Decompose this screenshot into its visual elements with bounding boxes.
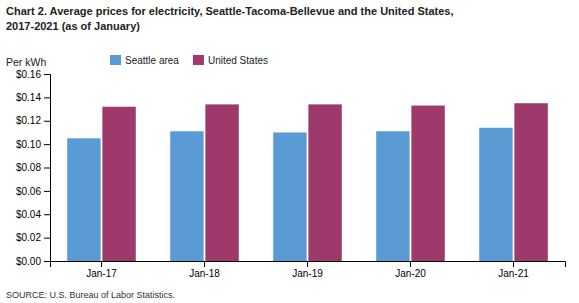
y-tick-mark [44,168,50,169]
y-tick-label: $0.14 [16,92,41,103]
x-tick: Jan-18 [189,261,220,279]
y-tick: $0.12 [16,115,50,126]
y-axis-title: Per kWh [6,56,46,68]
y-tick-mark [44,97,50,98]
legend-item: United States [193,55,268,66]
y-tick-mark [44,74,50,75]
y-tick: $0.06 [16,186,50,197]
legend-swatch [110,55,121,65]
y-tick-label: $0.02 [16,232,41,243]
x-tick-mark [307,261,308,267]
plot: $0.00 $0.02 $0.04 $0.06 $0.08 $0.10 $0.12 $0.14… [16,69,566,279]
y-tick-label: $0.08 [16,162,41,173]
y-axis: $0.00 $0.02 $0.04 $0.06 $0.08 $0.10 $0.12 $0.14… [16,69,51,267]
bar [205,104,238,261]
bar [411,106,444,261]
y-tick-mark [44,238,50,239]
y-tick: $0.00 [16,256,50,267]
x-tick-label: Jan-17 [86,268,117,279]
bar [273,132,306,261]
bar [170,131,203,261]
bar [479,128,512,261]
bar [102,107,135,261]
x-tick-mark [410,261,411,267]
y-tick-label: $0.06 [16,186,41,197]
bar [376,131,409,261]
bars [67,103,548,261]
x-tick: Jan-17 [86,261,117,279]
subtitle: 2017-2021 (as of January) [6,20,140,32]
y-tick-label: $0.12 [16,115,41,126]
x-axis-line [51,262,566,268]
legend-label: United States [208,55,268,66]
y-tick: $0.14 [16,92,50,103]
y-tick-mark [44,191,50,192]
y-tick: $0.04 [16,209,50,220]
legend-item: Seattle area [110,55,179,66]
x-tick-label: Jan-20 [395,268,426,279]
source: SOURCE: U.S. Bureau of Labor Statistics. [6,290,175,300]
x-tick-mark [513,261,514,267]
y-tick-mark [44,214,50,215]
bar [67,138,100,261]
y-tick: $0.16 [16,69,50,80]
y-tick: $0.08 [16,162,50,173]
legend-label: Seattle area [125,55,179,66]
x-tick-label: Jan-18 [189,268,220,279]
x-tick-label: Jan-19 [292,268,323,279]
x-tick-mark [204,261,205,267]
y-tick: $0.10 [16,139,50,150]
x-tick-label: Jan-21 [498,268,529,279]
title: Chart 2. Average prices for electricity,… [6,5,453,17]
legend: Seattle area United States [110,55,268,66]
y-axis-line [44,75,51,262]
y-tick-label: $0.10 [16,139,41,150]
y-tick-mark [44,144,50,145]
x-tick: Jan-20 [395,261,426,279]
y-tick: $0.02 [16,232,50,243]
y-tick-label: $0.16 [16,69,41,80]
y-tick-mark [44,261,50,262]
x-tick: Jan-19 [292,261,323,279]
y-tick-mark [44,121,50,122]
y-tick-label: $0.04 [16,209,41,220]
x-axis: Jan-17 Jan-18 Jan-19 Jan-20 Jan-21 [51,261,566,279]
bar [514,103,547,261]
x-tick: Jan-21 [498,261,529,279]
y-tick-label: $0.00 [16,256,41,267]
x-tick-mark [101,261,102,267]
legend-swatch [193,55,204,65]
bar [308,104,341,261]
